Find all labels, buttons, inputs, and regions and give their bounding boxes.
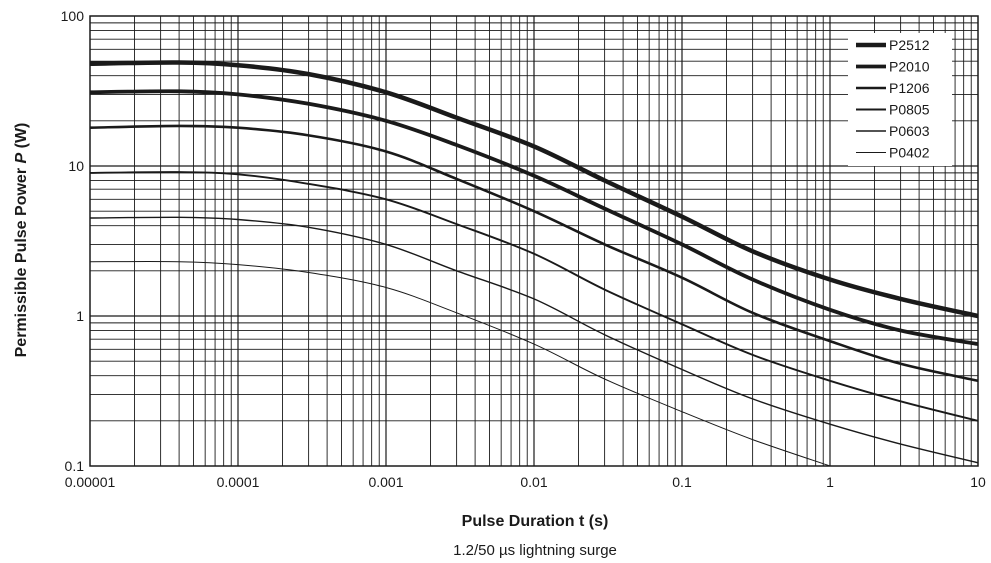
series-line-p2010 — [90, 89, 978, 346]
x-tick-label: 1 — [826, 474, 834, 490]
grid — [90, 16, 978, 466]
x-tick-labels: 0.00001 0.0001 0.001 0.01 0.1 1 10 — [65, 474, 986, 490]
legend: P2512 P2010 P1206 P0805 P0603 P0402 — [856, 37, 930, 161]
legend-label-p2512: P2512 — [889, 37, 930, 53]
y-axis-title-unit: (W) — [13, 123, 30, 153]
legend-label-p2010: P2010 — [889, 59, 930, 75]
series-line-p0402 — [90, 261, 831, 466]
series-line-p2512 — [90, 60, 978, 319]
series-line-p0805 — [90, 171, 978, 422]
chart-caption: 1.2/50 µs lightning surge — [453, 542, 617, 559]
y-tick-label: 10 — [68, 158, 84, 174]
x-axis-title: Pulse Duration t (s) — [462, 513, 609, 530]
x-tick-label: 10 — [970, 474, 986, 490]
series-line-p0603 — [90, 216, 978, 464]
y-tick-labels: 0.1 1 10 100 — [61, 8, 85, 474]
legend-box — [848, 33, 952, 166]
legend-label-p1206: P1206 — [889, 80, 930, 96]
series-line-p1206 — [90, 124, 978, 383]
y-tick-label: 100 — [61, 8, 85, 24]
legend-label-p0805: P0805 — [889, 102, 930, 118]
x-tick-label: 0.00001 — [65, 474, 116, 490]
x-tick-label: 0.1 — [672, 474, 692, 490]
y-tick-label: 0.1 — [65, 458, 85, 474]
plot-frame — [89, 15, 979, 467]
legend-label-p0402: P0402 — [889, 145, 930, 161]
x-tick-label: 0.001 — [368, 474, 403, 490]
x-tick-label: 0.01 — [520, 474, 547, 490]
series-group — [90, 60, 978, 466]
y-axis-title: Permissible Pulse Power P (W) — [13, 123, 30, 358]
x-tick-label: 0.0001 — [217, 474, 260, 490]
y-axis-title-prefix: Permissible Pulse Power — [13, 164, 30, 358]
y-tick-label: 1 — [76, 308, 84, 324]
y-axis-title-variable: P — [13, 153, 30, 164]
legend-label-p0603: P0603 — [889, 123, 930, 139]
